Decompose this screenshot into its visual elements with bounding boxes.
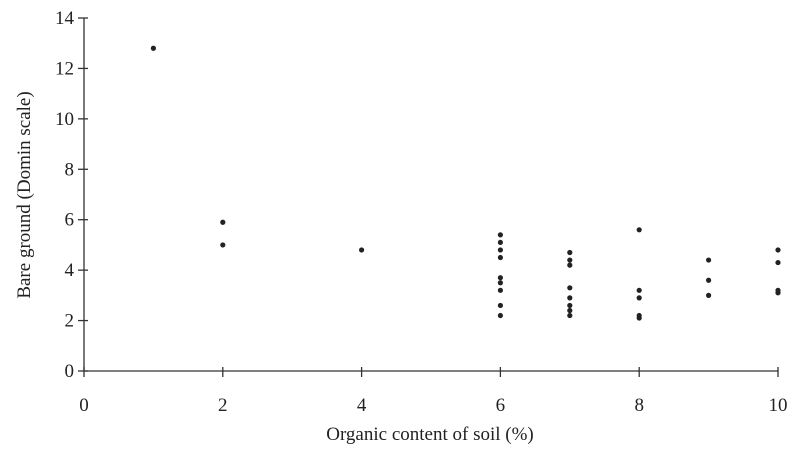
point bbox=[706, 277, 712, 283]
point bbox=[567, 249, 573, 256]
point bbox=[567, 257, 573, 263]
y-tick-label: 4 bbox=[65, 260, 75, 281]
point bbox=[775, 290, 781, 296]
point bbox=[150, 45, 156, 51]
x-tick-label: 8 bbox=[634, 395, 644, 416]
x-tick-label: 10 bbox=[769, 395, 788, 416]
point bbox=[497, 275, 503, 281]
point bbox=[636, 295, 642, 301]
point bbox=[775, 247, 781, 253]
y-axis-label: Bare ground (Domin scale) bbox=[14, 91, 35, 298]
point bbox=[636, 315, 642, 321]
point bbox=[497, 302, 503, 309]
point bbox=[497, 254, 503, 261]
x-tick-label: 4 bbox=[357, 395, 367, 416]
y-tick-label: 12 bbox=[55, 58, 74, 79]
point bbox=[775, 259, 781, 266]
y-tick-label: 10 bbox=[55, 109, 74, 130]
y-tick-label: 6 bbox=[65, 210, 75, 231]
point bbox=[220, 219, 226, 225]
point bbox=[636, 227, 642, 233]
y-tick-label: 14 bbox=[55, 8, 75, 29]
point bbox=[359, 247, 365, 253]
point bbox=[567, 295, 573, 301]
point bbox=[706, 292, 712, 298]
x-axis-label: Organic content of soil (%) bbox=[326, 424, 534, 445]
point bbox=[567, 302, 573, 309]
point bbox=[497, 287, 503, 293]
point bbox=[636, 287, 642, 293]
point bbox=[567, 285, 573, 291]
point bbox=[567, 262, 573, 268]
x-tick-label: 0 bbox=[79, 395, 89, 416]
point bbox=[497, 232, 503, 238]
point bbox=[220, 242, 226, 248]
y-tick-label: 0 bbox=[65, 361, 75, 382]
x-tick-label: 2 bbox=[218, 395, 228, 416]
point bbox=[497, 247, 503, 253]
y-tick-label: 8 bbox=[65, 159, 75, 180]
point bbox=[497, 312, 503, 319]
point bbox=[567, 307, 573, 314]
point bbox=[567, 312, 573, 319]
point bbox=[706, 257, 712, 263]
point bbox=[497, 280, 503, 286]
x-tick-label: 6 bbox=[496, 395, 506, 416]
y-tick-label: 2 bbox=[65, 311, 75, 332]
point bbox=[497, 239, 503, 246]
